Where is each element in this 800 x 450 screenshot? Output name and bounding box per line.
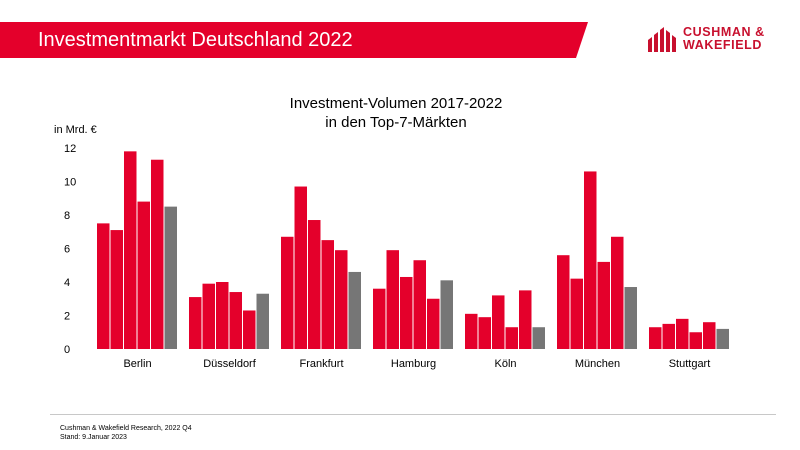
x-tick-label: Hamburg xyxy=(391,358,436,370)
bar-berlin-1 xyxy=(97,223,110,349)
bar-düsseldorf-2 xyxy=(202,283,215,349)
bar-münchen-3 xyxy=(584,171,597,349)
bar-hamburg-4 xyxy=(413,260,426,349)
bar-stuttgart-6 xyxy=(716,328,729,349)
company-logo: CUSHMAN & WAKEFIELD xyxy=(646,24,786,54)
y-tick-label: 0 xyxy=(64,344,70,356)
bar-stuttgart-2 xyxy=(662,323,675,349)
page-title: Investmentmarkt Deutschland 2022 xyxy=(38,29,353,51)
bar-düsseldorf-6 xyxy=(256,293,269,349)
x-tick-label: Berlin xyxy=(123,358,151,370)
bar-münchen-5 xyxy=(611,236,624,349)
bar-frankfurt-2 xyxy=(294,186,307,349)
title-banner: Investmentmarkt Deutschland 2022 xyxy=(0,22,588,58)
x-tick-label: Düsseldorf xyxy=(203,358,257,370)
bar-düsseldorf-5 xyxy=(243,310,256,349)
bar-frankfurt-4 xyxy=(321,240,334,349)
logo-text-line1: CUSHMAN & xyxy=(683,25,765,39)
bar-berlin-5 xyxy=(151,159,164,349)
bar-berlin-3 xyxy=(124,151,137,349)
bar-köln-1 xyxy=(465,313,478,349)
bar-münchen-2 xyxy=(570,278,583,349)
chart-title: Investment-Volumen 2017-2022 xyxy=(289,95,503,112)
bar-düsseldorf-3 xyxy=(216,282,229,349)
bar-frankfurt-5 xyxy=(335,250,348,349)
y-tick-label: 8 xyxy=(64,210,70,222)
bar-köln-2 xyxy=(478,317,491,349)
bar-stuttgart-3 xyxy=(676,318,689,349)
bar-köln-3 xyxy=(492,295,505,349)
x-tick-label: Stuttgart xyxy=(669,358,711,370)
bar-münchen-1 xyxy=(557,255,570,349)
logo-text-line2: WAKEFIELD xyxy=(683,38,763,52)
bar-frankfurt-1 xyxy=(281,236,294,349)
bar-berlin-4 xyxy=(137,201,150,349)
bar-frankfurt-6 xyxy=(348,271,361,349)
y-tick-label: 12 xyxy=(64,143,76,155)
bar-hamburg-5 xyxy=(427,298,440,349)
banner-shape xyxy=(0,22,588,58)
bar-stuttgart-5 xyxy=(703,322,716,349)
bar-hamburg-1 xyxy=(373,288,386,349)
y-tick-label: 10 xyxy=(64,177,76,189)
x-tick-label: Frankfurt xyxy=(299,358,343,370)
bar-köln-5 xyxy=(519,290,532,349)
bar-münchen-4 xyxy=(597,261,610,349)
y-tick-label: 2 xyxy=(64,311,70,323)
bar-stuttgart-4 xyxy=(689,332,702,349)
bar-hamburg-3 xyxy=(400,276,413,349)
x-tick-label: München xyxy=(575,358,620,370)
bar-köln-6 xyxy=(532,327,545,349)
bar-frankfurt-3 xyxy=(308,220,321,349)
bar-münchen-6 xyxy=(624,287,637,349)
bar-düsseldorf-1 xyxy=(189,297,202,349)
footer-source: Cushman & Wakefield Research, 2022 Q4 xyxy=(60,425,192,432)
y-tick-label: 6 xyxy=(64,244,70,256)
chart-subtitle: in den Top-7-Märkten xyxy=(325,114,467,131)
bar-hamburg-2 xyxy=(386,250,399,349)
footer-date: Stand: 9.Januar 2023 xyxy=(60,434,127,441)
bar-hamburg-6 xyxy=(440,280,453,349)
bar-berlin-6 xyxy=(164,206,177,349)
bar-düsseldorf-4 xyxy=(229,292,242,349)
y-axis-unit-label: in Mrd. € xyxy=(54,124,97,136)
y-tick-label: 4 xyxy=(64,277,70,289)
x-tick-label: Köln xyxy=(494,358,516,370)
logo-wordmark: CUSHMAN & WAKEFIELD xyxy=(683,26,765,52)
logo-icon xyxy=(648,27,676,52)
bar-köln-4 xyxy=(505,327,518,349)
footer-divider xyxy=(50,414,776,415)
bar-stuttgart-1 xyxy=(649,327,662,349)
bar-chart: 0 2 4 6 8 10 12 Berlin Düsseldorf Frankfurt Hambur… xyxy=(64,143,729,370)
bar-berlin-2 xyxy=(110,230,123,349)
